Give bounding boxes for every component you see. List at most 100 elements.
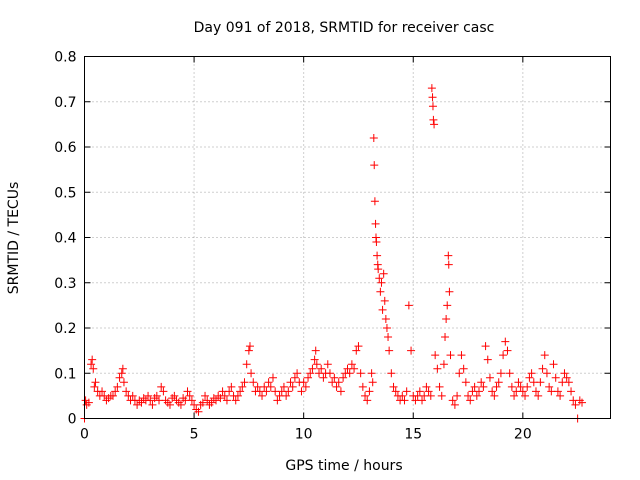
data-point (319, 373, 328, 382)
data-point (183, 387, 192, 396)
y-tick-label: 0 (68, 412, 77, 428)
y-tick-label: 0.4 (54, 231, 76, 247)
data-point (245, 342, 254, 351)
data-point (430, 120, 439, 129)
data-point (426, 391, 435, 400)
plot-frame (84, 56, 611, 419)
data-point (427, 84, 436, 93)
data-point (422, 382, 431, 391)
data-point (445, 287, 454, 296)
data-point (373, 251, 382, 260)
data-point (567, 387, 576, 396)
data-point (549, 360, 558, 369)
y-tick-label: 0.2 (54, 321, 76, 337)
data-point (266, 382, 275, 391)
data-point (117, 369, 126, 378)
data-point (562, 373, 571, 382)
data-point (284, 387, 293, 396)
data-point (379, 269, 388, 278)
data-point (361, 391, 370, 400)
data-point (293, 369, 302, 378)
data-point (521, 391, 530, 400)
data-point (375, 274, 384, 283)
data-point (128, 391, 137, 400)
data-point (111, 387, 120, 396)
data-point (510, 391, 519, 400)
data-point (268, 373, 277, 382)
data-point (122, 387, 131, 396)
data-point (88, 355, 97, 364)
data-point (551, 373, 560, 382)
data-point (466, 396, 475, 405)
data-point (233, 391, 242, 400)
data-point (350, 364, 359, 373)
data-point (207, 398, 216, 407)
data-point (352, 346, 361, 355)
data-point (455, 369, 464, 378)
data-point (347, 360, 356, 369)
x-axis-title: GPS time / hours (285, 458, 402, 474)
data-point (91, 378, 100, 387)
data-point (448, 396, 457, 405)
data-point (444, 260, 453, 269)
data-point (457, 351, 466, 360)
data-point (159, 387, 168, 396)
data-point (545, 382, 554, 391)
data-point (231, 396, 240, 405)
y-tick-label: 0.3 (54, 276, 76, 292)
data-point (227, 382, 236, 391)
data-point (418, 396, 427, 405)
data-point (472, 391, 481, 400)
grid-layer (84, 56, 611, 419)
data-point (236, 387, 245, 396)
data-point (435, 382, 444, 391)
data-point (377, 278, 386, 287)
data-point (87, 360, 96, 369)
data-point (196, 400, 205, 409)
data-point (152, 391, 161, 400)
data-point (439, 360, 448, 369)
data-point (205, 400, 214, 409)
data-point (560, 369, 569, 378)
y-axis-title: SRMTID / TECUs (6, 182, 22, 295)
data-point (490, 391, 499, 400)
data-point (179, 394, 188, 403)
data-point (499, 351, 508, 360)
data-point (165, 400, 174, 409)
data-point (323, 360, 332, 369)
data-point (443, 301, 452, 310)
data-point (369, 133, 378, 142)
data-point (400, 396, 409, 405)
x-tick-label: 5 (190, 427, 199, 443)
data-point (185, 391, 194, 400)
data-point (389, 382, 398, 391)
data-point (258, 391, 267, 400)
data-point (523, 382, 532, 391)
data-point (201, 391, 210, 400)
data-point (161, 396, 170, 405)
data-point (297, 387, 306, 396)
data-point (108, 391, 117, 400)
data-point (172, 396, 181, 405)
data-point (518, 387, 527, 396)
data-point (311, 346, 320, 355)
data-point (571, 400, 580, 409)
data-point (115, 373, 124, 382)
data-point (146, 396, 155, 405)
y-tick-label: 0.8 (54, 50, 76, 66)
data-point (485, 373, 494, 382)
data-point (334, 378, 343, 387)
data-point (372, 238, 381, 247)
data-point (553, 387, 562, 396)
data-point (492, 382, 501, 391)
data-point (446, 351, 455, 360)
data-point (387, 369, 396, 378)
data-point (330, 373, 339, 382)
data-point (453, 391, 462, 400)
data-point (212, 396, 220, 405)
x-tick-label: 20 (514, 427, 532, 443)
data-point (312, 360, 321, 369)
data-point (113, 382, 122, 391)
